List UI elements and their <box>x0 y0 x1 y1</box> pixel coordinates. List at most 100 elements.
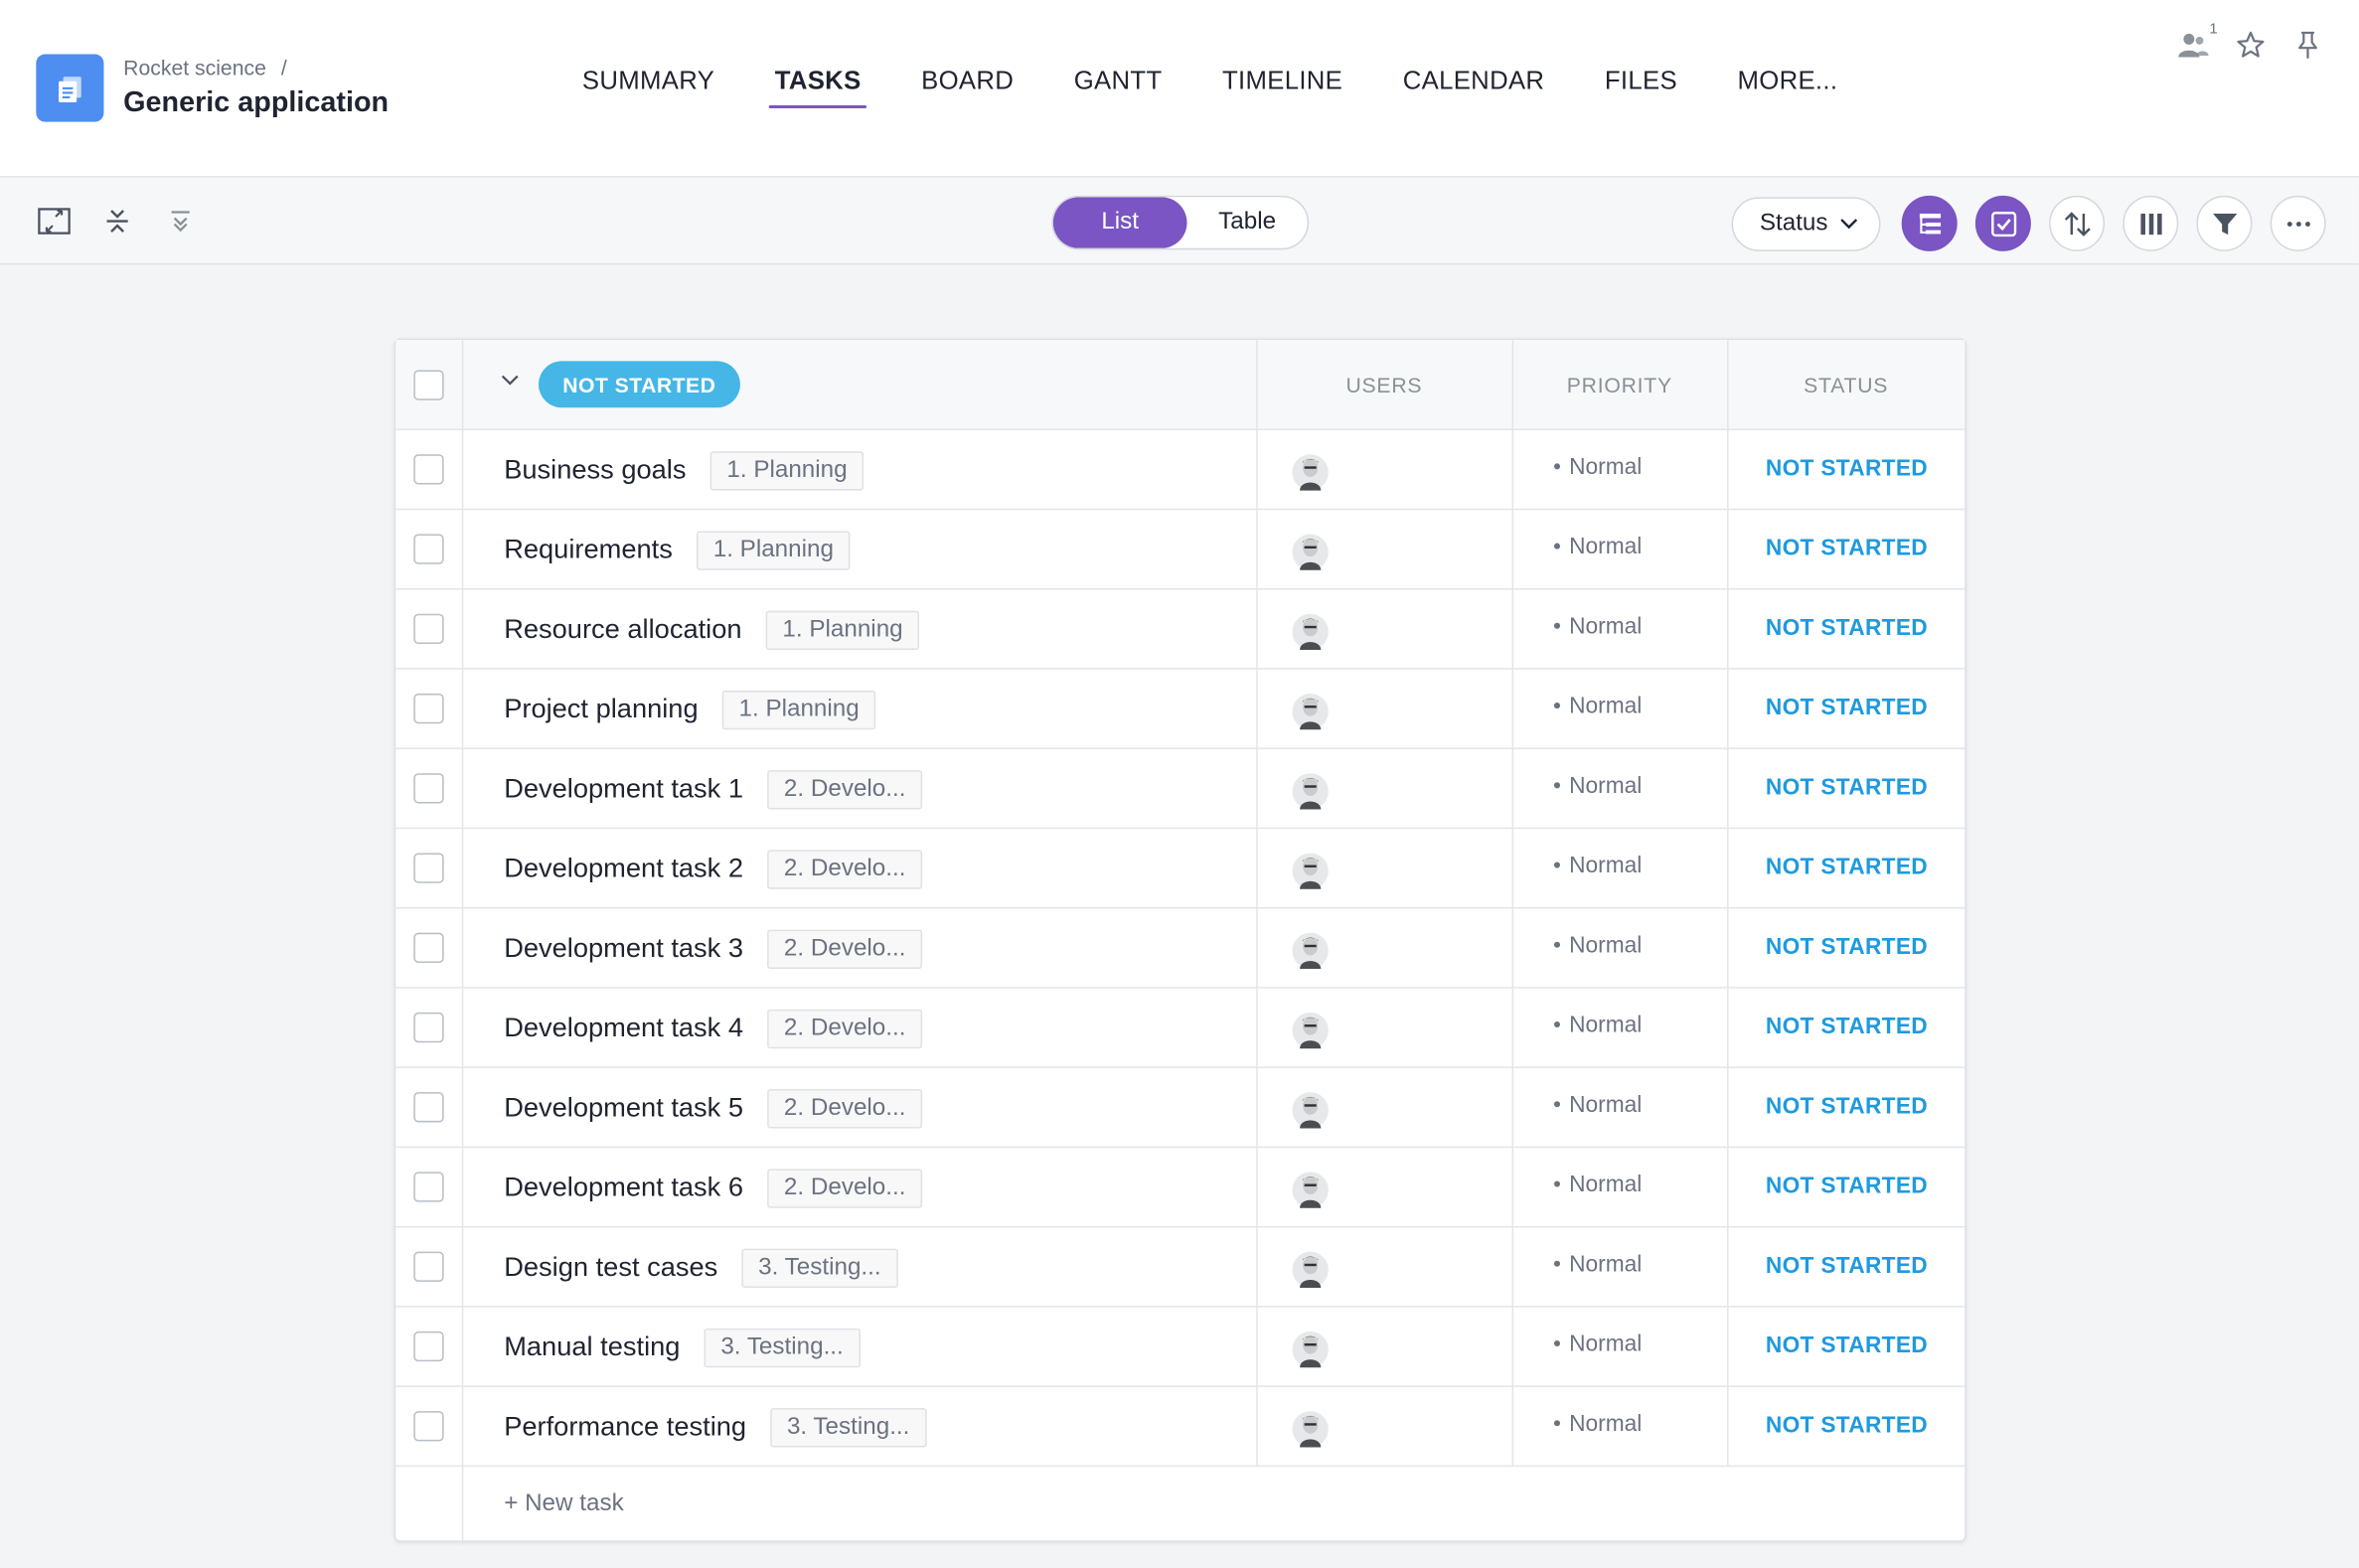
tab-files[interactable]: FILES <box>1604 66 1677 95</box>
table-row[interactable]: Manual testing 3. Testing... Normal NOT STA… <box>395 1307 1966 1387</box>
app-document-icon[interactable] <box>36 54 104 122</box>
task-parent-tag[interactable]: 1. Planning <box>709 450 865 490</box>
avatar[interactable] <box>1292 1250 1329 1289</box>
status-badge[interactable]: NOT STARTED <box>1765 615 1929 641</box>
row-checkbox[interactable] <box>413 1331 444 1362</box>
avatar[interactable] <box>1292 772 1329 811</box>
status-badge[interactable]: NOT STARTED <box>1765 455 1929 482</box>
fullscreen-button[interactable] <box>36 203 72 238</box>
row-checkbox[interactable] <box>413 1251 444 1282</box>
view-table-option[interactable]: Table <box>1218 209 1277 235</box>
row-checkbox[interactable] <box>413 1411 444 1442</box>
task-name[interactable]: Project planning <box>504 693 699 724</box>
table-row[interactable]: Design test cases 3. Testing... Normal NOT … <box>395 1227 1966 1308</box>
task-parent-tag[interactable]: 2. Develo... <box>767 1168 923 1207</box>
task-name[interactable]: Development task 2 <box>504 853 744 883</box>
star-button[interactable] <box>2233 27 2269 63</box>
expand-filter-button[interactable] <box>163 203 199 238</box>
priority-cell[interactable]: Normal <box>1553 1227 1642 1300</box>
status-badge[interactable]: NOT STARTED <box>1765 695 1929 721</box>
row-checkbox[interactable] <box>413 534 444 564</box>
avatar[interactable] <box>1292 453 1329 492</box>
task-name[interactable]: Requirements <box>504 534 673 564</box>
avatar[interactable] <box>1292 1011 1329 1049</box>
status-badge[interactable]: NOT STARTED <box>1765 774 1929 801</box>
priority-cell[interactable]: Normal <box>1553 510 1642 582</box>
status-badge[interactable]: NOT STARTED <box>1765 1412 1929 1439</box>
new-task-button[interactable]: + New task <box>504 1490 624 1517</box>
more-options-button[interactable] <box>2270 195 2326 251</box>
tab-summary[interactable]: SUMMARY <box>581 66 715 95</box>
priority-cell[interactable]: Normal <box>1553 989 1642 1061</box>
status-badge[interactable]: NOT STARTED <box>1765 934 1929 960</box>
row-checkbox[interactable] <box>413 853 444 883</box>
tab-tasks[interactable]: TASKS <box>768 67 868 109</box>
collapse-group-chevron-icon[interactable] <box>501 375 519 387</box>
row-checkbox[interactable] <box>413 1172 444 1202</box>
row-checkbox[interactable] <box>413 932 444 963</box>
table-row[interactable]: Project planning 1. Planning Normal NOT STA… <box>395 669 1966 749</box>
task-name[interactable]: Performance testing <box>504 1411 747 1442</box>
sort-button[interactable] <box>2049 195 2106 251</box>
priority-cell[interactable]: Normal <box>1553 670 1642 742</box>
tab-timeline[interactable]: TIMELINE <box>1222 66 1343 95</box>
task-parent-tag[interactable]: 1. Planning <box>697 530 851 570</box>
row-checkbox[interactable] <box>413 1092 444 1123</box>
columns-button[interactable] <box>2123 195 2179 251</box>
avatar[interactable] <box>1292 1410 1329 1449</box>
avatar[interactable] <box>1292 692 1329 730</box>
task-parent-tag[interactable]: 2. Develo... <box>767 1009 923 1048</box>
task-name[interactable]: Manual testing <box>504 1331 681 1362</box>
breadcrumb-project[interactable]: Rocket science <box>123 56 266 80</box>
table-row[interactable]: Development task 6 2. Develo... Normal NOT … <box>395 1148 1966 1228</box>
view-list-option[interactable]: List <box>1052 197 1187 248</box>
table-row[interactable]: Development task 5 2. Develo... Normal NOT … <box>395 1067 1966 1149</box>
hierarchy-button[interactable] <box>1901 195 1958 251</box>
status-badge[interactable]: NOT STARTED <box>1765 1253 1929 1279</box>
table-row[interactable]: Development task 3 2. Develo... Normal NOT … <box>395 908 1966 989</box>
table-row[interactable]: Resource allocation 1. Planning Normal NOT … <box>395 589 1966 670</box>
priority-cell[interactable]: Normal <box>1553 1387 1642 1460</box>
members-button[interactable]: 1 <box>2175 21 2218 63</box>
task-name[interactable]: Development task 4 <box>504 1012 744 1043</box>
task-name[interactable]: Design test cases <box>504 1251 718 1282</box>
filter-button[interactable] <box>2196 195 2253 251</box>
status-badge[interactable]: NOT STARTED <box>1765 1173 1929 1199</box>
avatar[interactable] <box>1292 852 1329 890</box>
priority-cell[interactable]: Normal <box>1553 829 1642 901</box>
tab-more[interactable]: MORE... <box>1737 66 1838 95</box>
column-header-users[interactable]: USERS <box>1345 373 1423 397</box>
table-row[interactable]: Requirements 1. Planning Normal NOT STARTED <box>395 510 1966 590</box>
status-badge[interactable]: NOT STARTED <box>1765 1014 1929 1040</box>
avatar[interactable] <box>1292 533 1329 571</box>
task-parent-tag[interactable]: 2. Develo... <box>767 769 923 809</box>
pin-button[interactable] <box>2289 27 2325 63</box>
task-parent-tag[interactable]: 2. Develo... <box>767 928 923 969</box>
group-status-pill[interactable]: NOT STARTED <box>539 361 740 408</box>
status-badge[interactable]: NOT STARTED <box>1765 535 1929 561</box>
table-row[interactable]: Development task 2 2. Develo... Normal NOT … <box>395 829 1966 909</box>
priority-cell[interactable]: Normal <box>1553 749 1642 822</box>
status-badge[interactable]: NOT STARTED <box>1765 1333 1929 1359</box>
task-parent-tag[interactable]: 1. Planning <box>721 690 876 729</box>
row-checkbox[interactable] <box>413 613 444 644</box>
tab-board[interactable]: BOARD <box>921 66 1015 95</box>
task-name[interactable]: Resource allocation <box>504 613 742 644</box>
task-name[interactable]: Development task 1 <box>504 773 744 804</box>
task-name[interactable]: Development task 5 <box>504 1092 744 1123</box>
priority-cell[interactable]: Normal <box>1553 1068 1642 1141</box>
avatar[interactable] <box>1292 931 1329 970</box>
task-parent-tag[interactable]: 3. Testing... <box>704 1328 861 1367</box>
row-checkbox[interactable] <box>413 1012 444 1043</box>
collapse-all-button[interactable] <box>99 203 135 238</box>
row-checkbox[interactable] <box>413 693 444 724</box>
task-name[interactable]: Development task 6 <box>504 1172 744 1202</box>
status-badge[interactable]: NOT STARTED <box>1765 854 1929 880</box>
task-parent-tag[interactable]: 1. Planning <box>765 609 920 650</box>
priority-cell[interactable]: Normal <box>1553 908 1642 981</box>
avatar[interactable] <box>1292 1171 1329 1209</box>
priority-cell[interactable]: Normal <box>1553 430 1642 503</box>
table-row[interactable]: Performance testing 3. Testing... Normal NO… <box>395 1386 1966 1468</box>
breadcrumb[interactable]: Rocket science / <box>123 56 287 79</box>
task-parent-tag[interactable]: 3. Testing... <box>741 1247 898 1288</box>
